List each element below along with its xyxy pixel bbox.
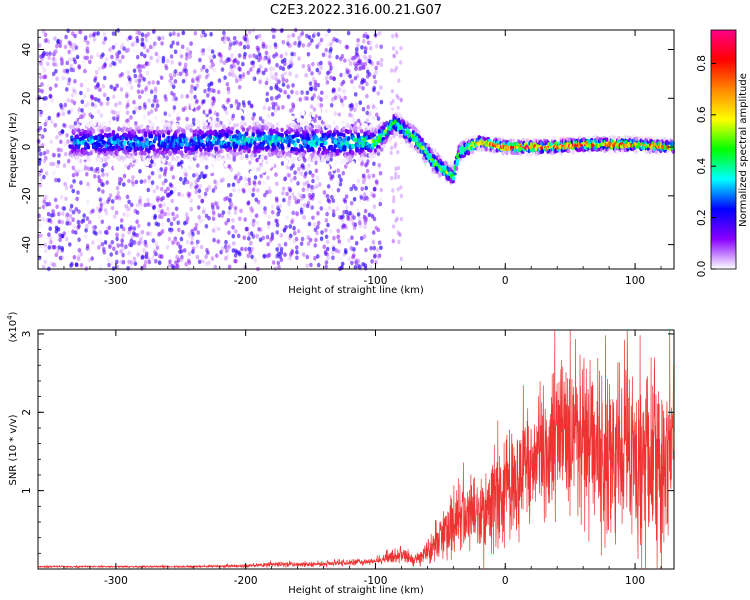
y-tick-label: 0 [21, 144, 33, 151]
x-tick-label: -100 [364, 575, 388, 587]
snr-panel: -300 -200 -100 0 100 1 2 3 Height of straight … [6, 311, 675, 596]
y-tick-label: 1 [21, 487, 33, 494]
colorbar: 0.0 0.2 0.4 0.6 0.8 Normalized spectral ampl… [696, 29, 749, 277]
x-tick-label: 0 [502, 275, 509, 287]
x-tick-label: 100 [625, 575, 645, 587]
x-tick-label: -300 [104, 275, 128, 287]
spectrogram-y-ticks: -40 -20 0 20 40 [21, 36, 674, 270]
spectrogram-x-axis-label: Height of straight line (km) [288, 285, 424, 296]
colorbar-tick-label: 0.6 [696, 106, 708, 123]
x-tick-label: -100 [364, 275, 388, 287]
x-tick-label: 100 [625, 275, 645, 287]
colorbar-tick-label: 0.4 [696, 158, 708, 175]
snr-y-axis-label: SNR (10 * v/v) [8, 414, 19, 485]
snr-x-ticks: -300 -200 -100 0 100 [37, 330, 662, 587]
y-tick-label: 2 [21, 409, 33, 416]
y-tick-label: 20 [21, 92, 33, 105]
snr-x-axis-label: Height of straight line (km) [288, 585, 424, 596]
x-tick-label: -200 [234, 275, 258, 287]
colorbar-ticks: 0.0 0.2 0.4 0.6 0.8 [696, 55, 716, 277]
spectrogram-y-axis-label: Frequency (Hz) [8, 112, 19, 188]
colorbar-tick-label: 0.2 [696, 209, 708, 226]
colorbar-tick-label: 0.0 [696, 261, 708, 278]
y-tick-label: -40 [21, 236, 33, 253]
x-tick-label: -200 [234, 575, 258, 587]
snr-series-line [37, 329, 675, 570]
y-tick-label: -20 [21, 187, 33, 204]
x-tick-label: -300 [104, 575, 128, 587]
colorbar-gradient [710, 29, 737, 270]
y-tick-label: 3 [21, 331, 33, 338]
snr-y-ticks: 1 2 3 [21, 331, 674, 554]
spectrogram-points [36, 27, 676, 272]
spectrogram-frame [37, 29, 675, 270]
spectrogram-x-ticks: -300 -200 -100 0 100 [37, 30, 662, 287]
colorbar-tick-label: 0.8 [696, 55, 708, 72]
snr-y-multiplier: (x104) [6, 311, 19, 342]
figure-title: C2E3.2022.316.00.21.G07 [270, 3, 442, 18]
colorbar-label: Normalized spectral amplitude [738, 73, 749, 227]
y-tick-label: 40 [21, 43, 33, 56]
x-tick-label: 0 [502, 575, 509, 587]
